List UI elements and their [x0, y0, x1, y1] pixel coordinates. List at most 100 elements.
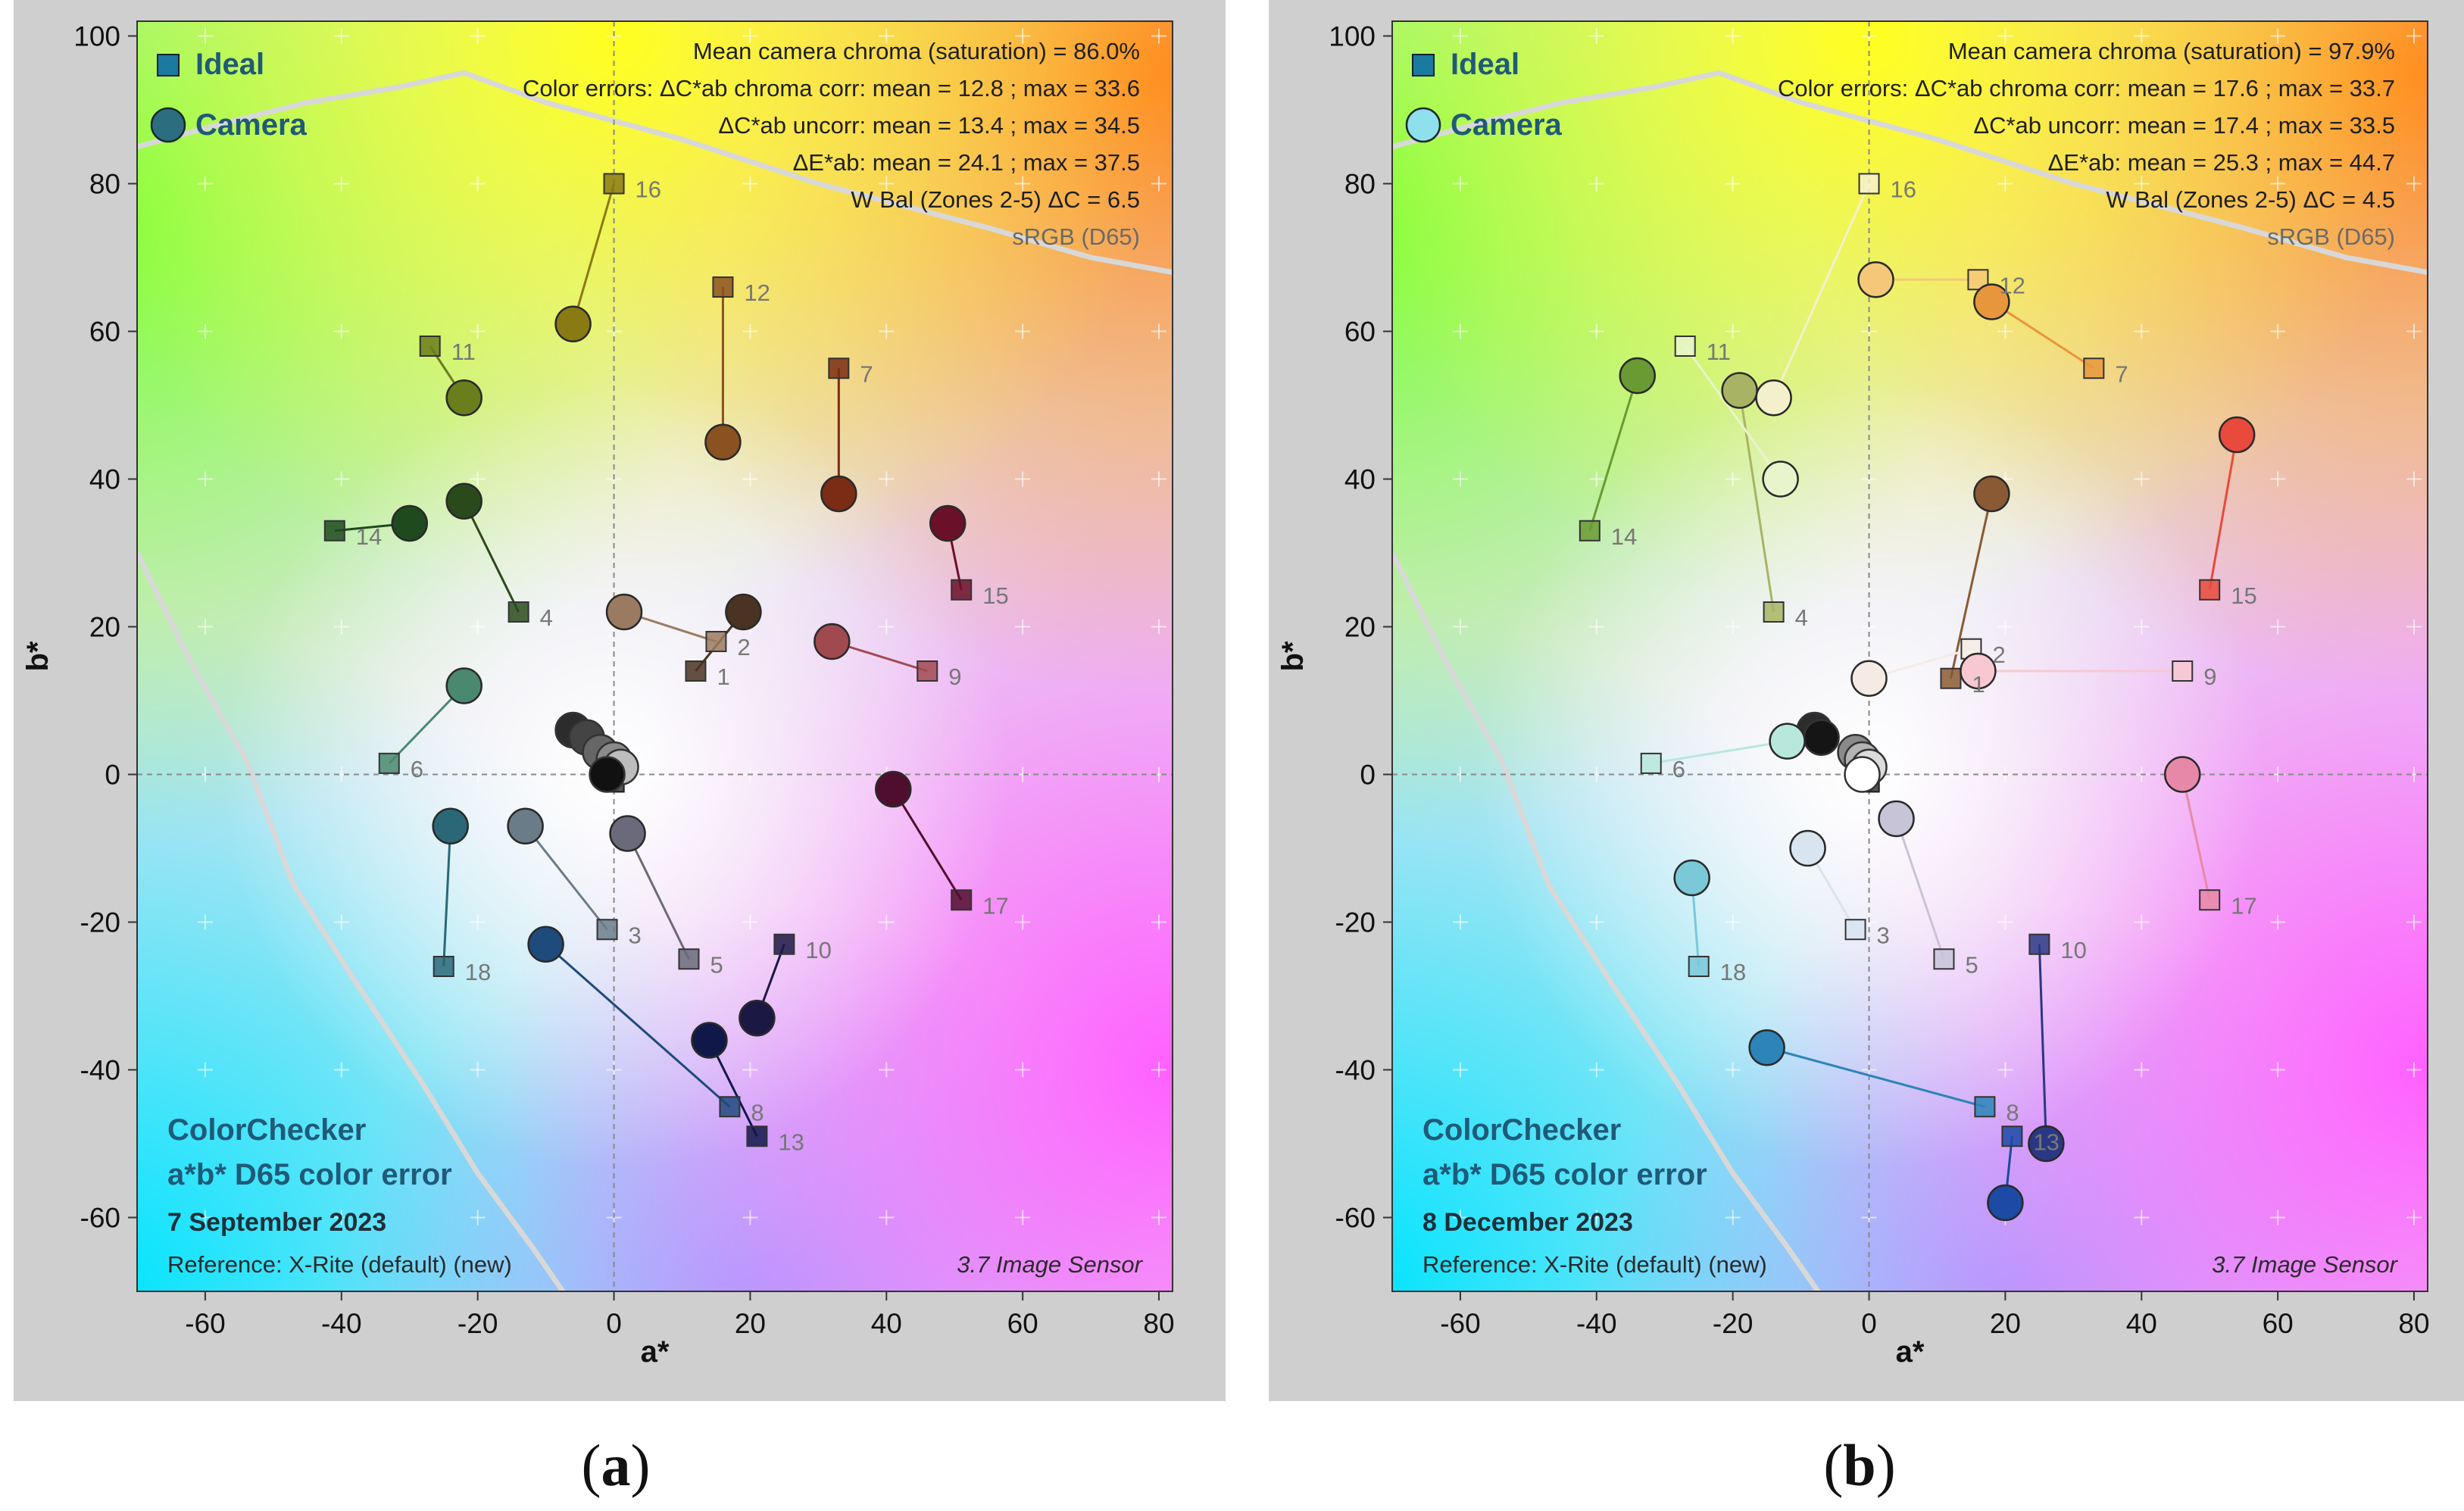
- info-line-1: Mean camera chroma (saturation) = 86.0%: [693, 38, 1140, 64]
- caption-a-letter: a: [601, 1432, 631, 1498]
- grid-marks: [1452, 28, 2422, 1225]
- camera-marker-patch-4: [445, 482, 482, 520]
- gamut-boundary-1: [137, 70, 1173, 275]
- patch-label-4: 4: [1795, 604, 1808, 631]
- ideal-marker-patch-8: [719, 1096, 741, 1118]
- y-tick-label: 40: [1344, 464, 1376, 495]
- camera-marker-patch-11: [445, 379, 482, 417]
- x-tick-label: -60: [1440, 1308, 1480, 1339]
- ideal-marker-patch-6: [378, 752, 400, 774]
- ideal-marker-patch-13: [2001, 1125, 2023, 1147]
- chart-panel-b: 1 2 3 4 5 6 7 8 9 10 11 12 13 14 15 16 17 18 Ideal Camera Me…: [1269, 0, 2464, 1401]
- camera-marker-patch-14: [1619, 357, 1657, 395]
- camera-marker-patch-16: [554, 305, 592, 342]
- neutral-camera-marker: [1844, 756, 1881, 793]
- y-tick-label: -60: [80, 1203, 120, 1234]
- legend-camera-label: Camera: [1451, 108, 1563, 142]
- ideal-marker-patch-16: [603, 173, 625, 195]
- ideal-marker-patch-7: [828, 357, 850, 379]
- camera-marker-patch-5: [1878, 800, 1915, 838]
- patch-label-9: 9: [948, 663, 961, 690]
- connector-patch-5: [1895, 818, 1945, 960]
- ideal-marker-patch-8: [1974, 1096, 1996, 1118]
- patch-label-16: 16: [1891, 176, 1916, 203]
- patch-label-14: 14: [356, 523, 382, 550]
- y-tick-label: 100: [73, 21, 120, 52]
- info-line-1: Mean camera chroma (saturation) = 97.9%: [1948, 38, 2395, 64]
- connector-patch-5: [626, 832, 690, 960]
- y-tick-label: -20: [80, 907, 120, 938]
- info-line-3: ΔC*ab uncorr: mean = 17.4 ; max = 33.5: [1973, 112, 2395, 139]
- connector-patch-11: [1684, 345, 1782, 480]
- ideal-marker-patch-1: [685, 660, 707, 682]
- ideal-marker-patch-9: [2172, 660, 2194, 682]
- x-tick-label: 80: [2398, 1308, 2429, 1339]
- connector-patch-17: [892, 788, 963, 901]
- ideal-marker-patch-1: [1940, 667, 1962, 689]
- chart-b-svg: 123456789101112131415161718IdealCameraMe…: [1276, 20, 2430, 1369]
- patch-label-13: 13: [2033, 1129, 2059, 1155]
- camera-marker-patch-9: [814, 623, 851, 660]
- chart-title-line-2: a*b* D65 color error: [1422, 1158, 1707, 1191]
- camera-marker-patch-14: [391, 504, 428, 542]
- chart-reference: Reference: X-Rite (default) (new): [1422, 1251, 1767, 1278]
- patch-label-1: 1: [717, 663, 729, 690]
- ideal-marker-patch-11: [419, 336, 441, 357]
- neutral-camera-marker: [1803, 719, 1840, 756]
- x-tick-label: 0: [606, 1308, 622, 1339]
- chart-title-line-1: ColorChecker: [167, 1113, 366, 1147]
- patch-label-7: 7: [2115, 361, 2128, 387]
- camera-marker-patch-15: [2218, 416, 2256, 454]
- camera-marker-patch-12: [1857, 261, 1894, 298]
- ideal-marker-patch-9: [917, 660, 938, 682]
- y-tick-label: 0: [105, 760, 120, 791]
- ideal-marker-patch-5: [1933, 948, 1955, 970]
- x-tick-label: 40: [2126, 1308, 2157, 1339]
- info-line-6: sRGB (D65): [1012, 223, 1140, 250]
- legend-ideal-icon: [1412, 54, 1435, 76]
- patch-label-5: 5: [1965, 951, 1978, 978]
- x-axis-label: a*: [1896, 1335, 1925, 1369]
- y-tick-label: 20: [89, 612, 120, 643]
- camera-marker-patch-5: [609, 815, 646, 852]
- info-line-4: ΔE*ab: mean = 25.3 ; max = 44.7: [2048, 149, 2395, 176]
- x-tick-label: -20: [458, 1308, 498, 1339]
- patch-label-6: 6: [411, 756, 423, 782]
- info-line-2: Color errors: ΔC*ab chroma corr: mean = …: [523, 75, 1140, 101]
- connector-patch-3: [524, 825, 608, 931]
- connector-patch-14: [1588, 375, 1639, 532]
- info-line-2: Color errors: ΔC*ab chroma corr: mean = …: [1778, 75, 2395, 101]
- connector-patch-8: [1766, 1046, 1985, 1108]
- y-tick-label: -40: [80, 1055, 120, 1086]
- ideal-marker-patch-18: [1688, 956, 1710, 977]
- x-tick-label: -60: [185, 1308, 225, 1339]
- ideal-marker-patch-2: [705, 631, 727, 652]
- camera-marker-patch-3: [507, 807, 544, 844]
- plot-border: [136, 20, 1173, 1292]
- patch-label-12: 12: [1999, 272, 2025, 298]
- patch-label-3: 3: [629, 922, 642, 948]
- x-tick-label: 0: [1861, 1308, 1877, 1339]
- ideal-marker-patch-3: [596, 919, 618, 941]
- ideal-marker-patch-17: [951, 889, 973, 911]
- connector-patch-16: [1772, 183, 1870, 398]
- x-tick-label: -40: [321, 1308, 361, 1339]
- ideal-marker-patch-13: [746, 1125, 768, 1147]
- chart-title-line-1: ColorChecker: [1422, 1113, 1621, 1147]
- neutral-camera-marker: [589, 756, 626, 793]
- x-tick-label: 20: [1990, 1308, 2021, 1339]
- patch-label-8: 8: [751, 1099, 764, 1125]
- x-tick-label: 40: [871, 1308, 902, 1339]
- camera-marker-patch-8: [527, 926, 564, 963]
- patch-label-10: 10: [2060, 937, 2086, 963]
- x-tick-label: 60: [1007, 1308, 1038, 1339]
- camera-marker-patch-1: [725, 593, 762, 631]
- camera-marker-patch-15: [929, 504, 967, 542]
- y-tick-label: 40: [89, 464, 120, 495]
- patch-label-18: 18: [465, 959, 491, 985]
- ideal-marker-patch-14: [1579, 520, 1601, 542]
- patch-label-15: 15: [982, 582, 1008, 609]
- gamut-boundary-2: [137, 551, 567, 1291]
- ideal-marker-patch-5: [678, 948, 700, 970]
